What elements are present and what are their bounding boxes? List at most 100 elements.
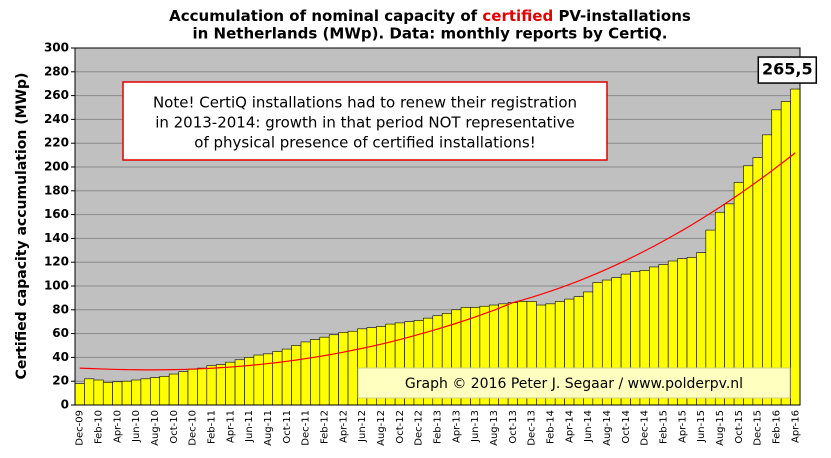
bar — [771, 109, 782, 406]
bar — [272, 351, 283, 406]
y-tick-label: 80 — [52, 302, 69, 316]
y-tick-label: 180 — [44, 183, 69, 197]
x-tick-label: Dec-11 — [301, 410, 312, 446]
bar — [140, 378, 151, 406]
bar — [328, 334, 339, 406]
x-tick-label: Oct-13 — [508, 410, 519, 444]
note-line: in 2013-2014: growth in that period NOT … — [155, 114, 575, 132]
x-tick-label: Apr-12 — [338, 410, 349, 443]
y-tick-label: 300 — [44, 41, 69, 55]
x-tick-label: Dec-09 — [75, 410, 86, 446]
y-tick-label: 100 — [44, 279, 69, 293]
bar — [159, 376, 170, 406]
bar — [178, 371, 189, 406]
bar — [790, 88, 801, 406]
value-label: 265,5 — [762, 60, 813, 79]
x-tick-label: Aug-11 — [263, 410, 274, 446]
x-tick-label: Jun-10 — [131, 410, 142, 443]
y-tick-label: 140 — [44, 231, 69, 245]
x-tick-label: Apr-16 — [790, 410, 801, 443]
x-tick-label: Aug-12 — [376, 410, 387, 446]
x-tick-label: Feb-10 — [94, 410, 105, 444]
y-tick-label: 40 — [52, 350, 69, 364]
bar — [253, 354, 264, 406]
x-tick-label: Dec-10 — [188, 410, 199, 446]
plot-border — [74, 47, 801, 406]
bar — [150, 377, 161, 406]
chart-subtitle: in Netherlands (MWp). Data: monthly repo… — [193, 25, 668, 43]
bar — [168, 373, 179, 406]
bar — [197, 367, 208, 406]
x-tick-label: Jun-12 — [357, 410, 368, 443]
x-tick-label: Aug-10 — [150, 410, 161, 446]
trend-line — [79, 152, 796, 371]
y-tick-label: 220 — [44, 136, 69, 150]
bar — [347, 330, 358, 406]
y-tick-label: 280 — [44, 64, 69, 78]
x-tick-label: Dec-12 — [414, 410, 425, 446]
bar — [338, 332, 349, 406]
x-tick-label: Feb-12 — [320, 410, 331, 444]
bar — [310, 339, 321, 406]
x-tick-label: Aug-15 — [715, 410, 726, 446]
x-tick-label: Apr-13 — [451, 410, 462, 443]
x-tick-label: Dec-13 — [527, 410, 538, 446]
y-axis-label: Certified capacity accumulation (MWp) — [14, 73, 30, 380]
bar — [93, 379, 104, 406]
credit-box — [357, 367, 791, 399]
x-tick-label: Apr-14 — [564, 410, 575, 443]
bar — [215, 364, 226, 406]
credit: Graph © 2016 Peter J. Segaar / www.polde… — [405, 376, 743, 392]
bar — [225, 361, 236, 406]
bar — [244, 357, 255, 406]
title-part: PV-installations — [553, 7, 691, 25]
bar — [112, 381, 123, 406]
x-tick-label: Jun-13 — [470, 410, 481, 443]
x-tick-label: Jun-14 — [583, 410, 594, 443]
y-tick-label: 60 — [52, 326, 69, 340]
bar — [74, 383, 85, 406]
x-tick-label: Feb-14 — [545, 410, 556, 444]
x-tick-label: Feb-15 — [658, 410, 669, 444]
x-tick-label: Apr-11 — [225, 410, 236, 443]
x-tick-label: Jun-15 — [696, 410, 707, 443]
y-tick-label: 120 — [44, 255, 69, 269]
x-tick-label: Aug-13 — [489, 410, 500, 446]
bar — [780, 101, 791, 406]
y-tick-label: 0 — [61, 398, 69, 412]
x-tick-label: Dec-15 — [753, 410, 764, 446]
note-line: of physical presence of certified instal… — [194, 134, 535, 152]
y-tick-label: 200 — [44, 160, 69, 174]
x-tick-label: Oct-11 — [282, 410, 293, 444]
y-tick-label: 160 — [44, 207, 69, 221]
x-tick-label: Feb-11 — [207, 410, 218, 444]
bar — [121, 380, 132, 406]
value-label-box — [757, 56, 818, 84]
note-line: Note! CertiQ installations had to renew … — [153, 94, 577, 112]
title-part: Accumulation of nominal capacity of — [169, 7, 482, 25]
bar — [84, 378, 95, 406]
x-tick-label: Aug-14 — [602, 410, 613, 446]
x-tick-label: Apr-15 — [677, 410, 688, 443]
bar — [281, 348, 292, 406]
x-tick-label: Jun-11 — [244, 410, 255, 443]
title-highlight: certified — [482, 7, 553, 25]
bar — [187, 368, 198, 406]
bar — [102, 382, 113, 406]
x-tick-label: Oct-14 — [621, 410, 632, 444]
x-tick-label: Oct-15 — [734, 410, 745, 444]
bar — [300, 341, 311, 406]
x-tick-label: Apr-10 — [112, 410, 123, 443]
bar — [319, 336, 330, 406]
bar — [291, 345, 302, 406]
x-tick-label: Oct-12 — [395, 410, 406, 444]
bar — [762, 134, 773, 406]
y-tick-label: 20 — [52, 374, 69, 388]
bar — [263, 353, 274, 406]
x-tick-label: Oct-10 — [169, 410, 180, 444]
x-tick-label: Feb-13 — [433, 410, 444, 444]
note-box — [122, 81, 608, 161]
chart-title: Accumulation of nominal capacity of cert… — [169, 7, 691, 25]
bar — [206, 365, 217, 406]
